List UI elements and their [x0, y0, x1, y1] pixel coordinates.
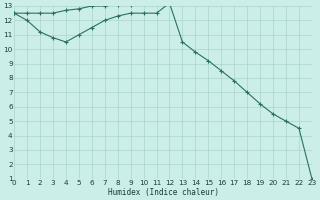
X-axis label: Humidex (Indice chaleur): Humidex (Indice chaleur)	[108, 188, 219, 197]
